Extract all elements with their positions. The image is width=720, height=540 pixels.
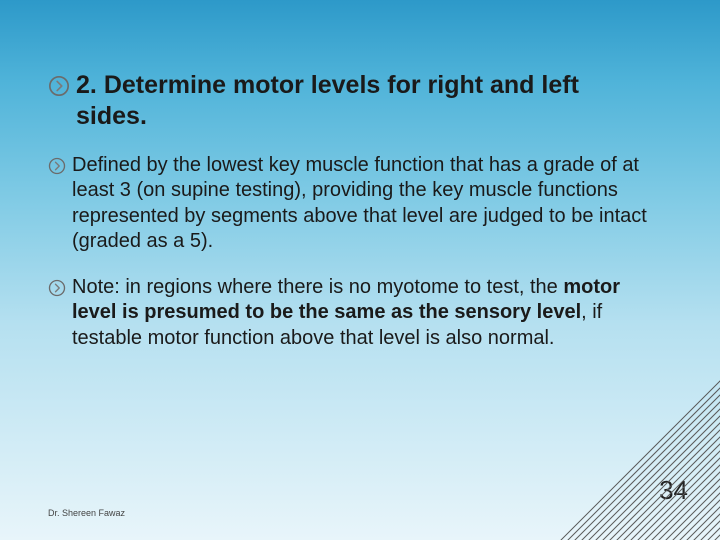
bullet-arrow-icon	[48, 75, 70, 97]
paragraph-2-text: Note: in regions where there is no myoto…	[72, 275, 648, 352]
author-credit: Dr. Shereen Fawaz	[48, 508, 125, 518]
bullet-arrow-icon	[48, 157, 66, 175]
para2-prefix: Note: in regions where there is no myoto…	[72, 276, 563, 298]
heading-period: .	[140, 102, 147, 130]
heading-row: 2. Determine motor levels for right and …	[48, 70, 608, 133]
corner-hatch-decoration	[560, 380, 720, 540]
paragraph-2: Note: in regions where there is no myoto…	[48, 275, 648, 352]
heading-main: Determine motor levels for right and lef…	[76, 71, 579, 130]
paragraph-1-text: Defined by the lowest key muscle functio…	[72, 153, 648, 255]
heading-text: 2. Determine motor levels for right and …	[76, 70, 608, 133]
paragraph-1: Defined by the lowest key muscle functio…	[48, 153, 648, 255]
step-number: 2.	[76, 71, 97, 99]
page-number: 34	[659, 475, 688, 506]
bullet-arrow-icon	[48, 279, 66, 297]
